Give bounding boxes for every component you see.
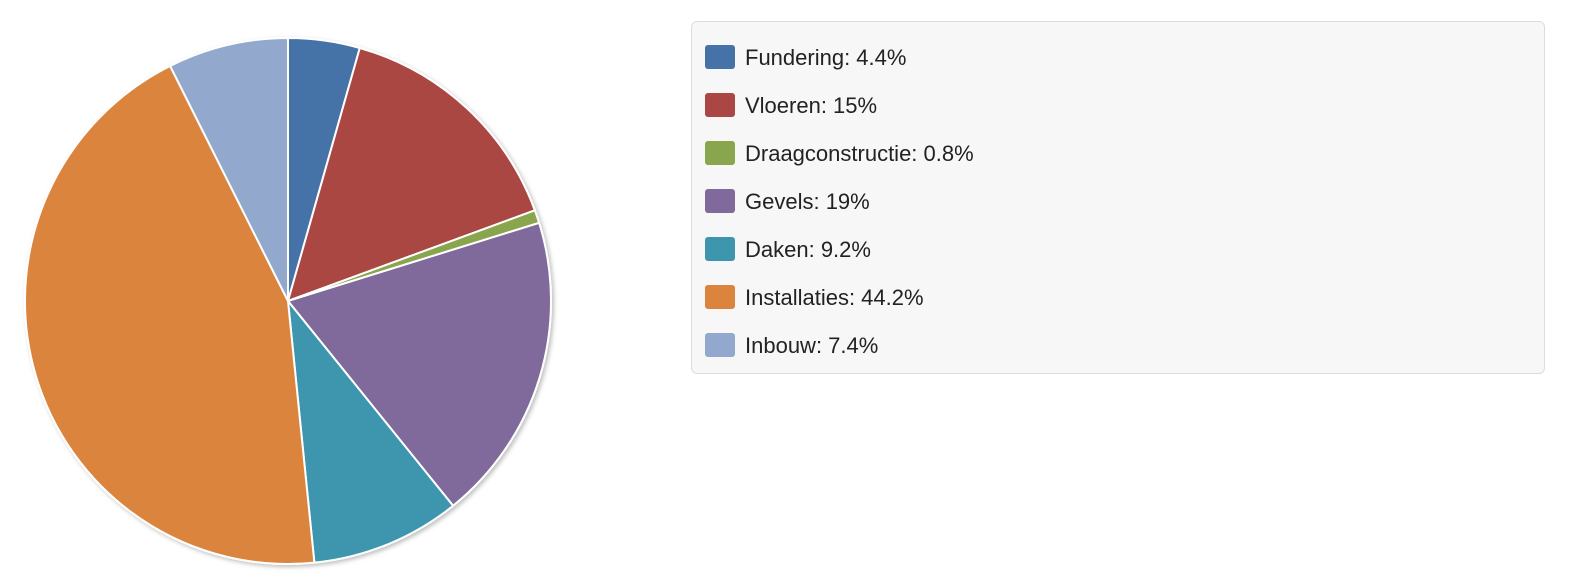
pie-slice-daken[interactable] [287, 300, 455, 564]
legend-swatch [705, 93, 735, 117]
legend-label: Draagconstructie: 0.8% [745, 141, 974, 166]
legend-item-inbouw[interactable]: Inbouw: 7.4% [705, 333, 974, 381]
legend-item-gevels[interactable]: Gevels: 19% [705, 189, 974, 237]
pie-slices [24, 37, 552, 565]
legend-swatch [705, 285, 735, 309]
legend: Fundering: 4.4% Vloeren: 15% Draagconstruc… [691, 21, 1545, 374]
pie-slice-installaties[interactable] [24, 64, 316, 565]
legend-item-daken[interactable]: Daken: 9.2% [705, 237, 974, 285]
legend-label: Installaties: 44.2% [745, 285, 924, 310]
legend-label: Vloeren: 15% [745, 93, 878, 118]
pie-chart [24, 37, 552, 565]
legend-item-vloeren[interactable]: Vloeren: 15% [705, 93, 974, 141]
pie-slice-vloeren[interactable] [287, 46, 536, 302]
legend-label: Inbouw: 7.4% [745, 333, 879, 358]
legend-swatch [705, 237, 735, 261]
legend-swatch [705, 45, 735, 69]
legend-label: Fundering: 4.4% [745, 45, 907, 70]
pie-slice-inbouw[interactable] [169, 37, 289, 302]
legend-label: Daken: 9.2% [745, 237, 871, 262]
legend-swatch [705, 189, 735, 213]
legend-swatch [705, 333, 735, 357]
legend-item-fundering[interactable]: Fundering: 4.4% [705, 45, 974, 93]
legend-label: Gevels: 19% [745, 189, 870, 214]
pie-slice-gevels[interactable] [287, 221, 552, 507]
legend-item-installaties[interactable]: Installaties: 44.2% [705, 285, 974, 333]
legend-item-draagconstructie[interactable]: Draagconstructie: 0.8% [705, 141, 974, 189]
legend-list: Fundering: 4.4% Vloeren: 15% Draagconstruc… [705, 45, 974, 381]
legend-swatch [705, 141, 735, 165]
